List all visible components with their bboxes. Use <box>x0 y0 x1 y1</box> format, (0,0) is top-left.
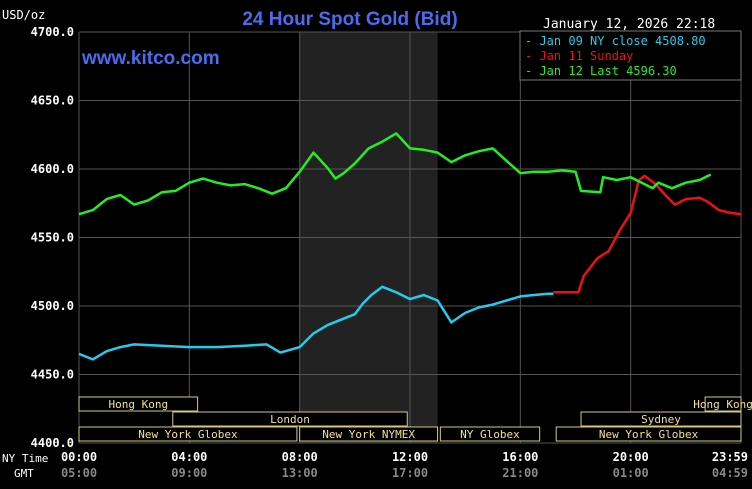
series-line <box>78 285 554 361</box>
legend-entry: - Jan 12 Last 4596.30 <box>525 64 677 78</box>
x-tick-label-ny: 20:00 <box>613 450 649 464</box>
series-line <box>553 174 742 294</box>
market-session-bar <box>704 396 742 412</box>
market-session-label: New York NYMEX <box>322 428 415 441</box>
market-session-label: Hong Kong <box>693 398 752 411</box>
market-session-bar <box>580 411 742 427</box>
x-tick-label-gmt: 21:00 <box>502 466 538 480</box>
x-tick-label-ny: 12:00 <box>392 450 428 464</box>
market-session-bar <box>78 396 199 412</box>
x-tick-label-ny: 00:00 <box>61 450 97 464</box>
grid-lines <box>78 31 742 444</box>
x-tick-label-gmt: 05:00 <box>61 466 97 480</box>
timestamp: January 12, 2026 22:18 <box>543 17 715 32</box>
y-tick-label: 4550.0 <box>31 231 74 245</box>
market-session-label: New York Globex <box>138 428 238 441</box>
market-session-label: Hong Kong <box>108 398 168 411</box>
series-line <box>78 132 712 216</box>
market-session-label: New York Globex <box>599 428 699 441</box>
market-session-bar <box>172 411 408 427</box>
price-series <box>78 132 742 361</box>
market-session-bar <box>299 426 439 442</box>
x-tick-label-ny: 16:00 <box>502 450 538 464</box>
legend-entry: - Jan 09 NY close 4508.80 <box>525 34 706 48</box>
market-session-bar <box>78 426 298 442</box>
x-axis-ticks: 00:00 05:00 04:00 09:00 08:00 13:00 12:00 17:00… <box>61 450 748 480</box>
x-tick-label-ny: 08:00 <box>282 450 318 464</box>
x-tick-label-gmt: 17:00 <box>392 466 428 480</box>
y-tick-label: 4600.0 <box>31 162 74 176</box>
x-tick-label-ny: 04:00 <box>171 450 207 464</box>
y-axis-ticks: 4700.0 4650.0 4600.0 4550.0 4500.0 4450.0 4400… <box>31 25 74 450</box>
x-tick-label-gmt: 09:00 <box>171 466 207 480</box>
market-session-label: London <box>270 413 310 426</box>
legend-box <box>519 30 742 81</box>
chart-title: 24 Hour Spot Gold (Bid) <box>242 9 457 30</box>
x-tick-label-gmt: 01:00 <box>613 466 649 480</box>
gmt-label: GMT <box>14 467 34 480</box>
unit-label: USD/oz <box>2 8 45 22</box>
legend: - Jan 09 NY close 4508.80- Jan 11 Sunday… <box>519 30 742 81</box>
y-tick-label: 4700.0 <box>31 25 74 39</box>
market-sessions-bar: Hong Kong Hong Kong London Sydney New York G… <box>78 396 752 442</box>
watermark-site: www.kitco.com <box>81 48 220 69</box>
y-tick-label: 4500.0 <box>31 299 74 313</box>
ny-time-label: NY Time <box>2 452 48 465</box>
market-session-label: NY Globex <box>460 428 520 441</box>
y-tick-label: 4450.0 <box>31 368 74 382</box>
market-session-label: Sydney <box>641 413 681 426</box>
x-tick-label-gmt: 04:59 <box>712 466 748 480</box>
y-tick-label: 4650.0 <box>31 94 74 108</box>
legend-entry: - Jan 11 Sunday <box>525 49 633 63</box>
market-session-bar <box>439 426 541 442</box>
y-tick-label: 4400.0 <box>31 436 74 450</box>
market-session-bar <box>555 426 742 442</box>
x-tick-label-gmt: 13:00 <box>282 466 318 480</box>
x-tick-label-ny: 23:59 <box>712 450 748 464</box>
